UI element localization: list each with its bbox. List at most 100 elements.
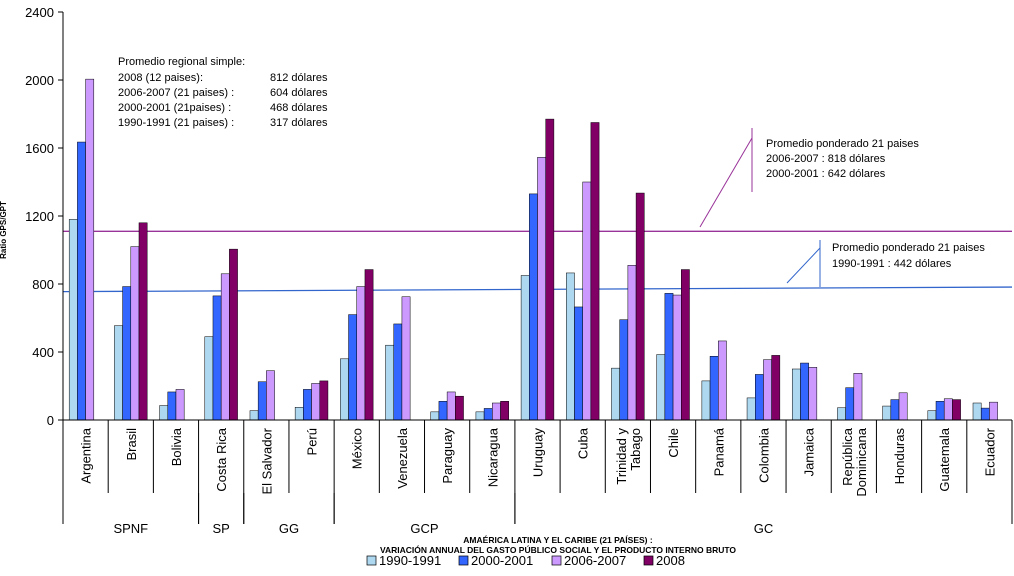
bar (927, 410, 937, 421)
category-label: Uruguay (531, 428, 546, 478)
weighted-top-line: 2000-2001 : 642 dólares (766, 168, 886, 180)
bar (167, 391, 177, 421)
legend-label: 1990-1991 (379, 553, 441, 568)
category-label-text: Perú (305, 428, 320, 455)
bar (492, 402, 501, 421)
group-label: SPNF (113, 521, 148, 536)
legend-label: 2008 (656, 553, 685, 568)
bar (114, 325, 123, 421)
category-label: Ecuador (982, 427, 997, 476)
category-label-text: Argentina (79, 427, 94, 483)
bar (590, 122, 600, 421)
bar (340, 358, 349, 421)
category-label: Argentina (79, 427, 94, 483)
bar (755, 374, 764, 421)
legend-swatch (551, 555, 562, 566)
bar (483, 408, 493, 421)
bar (266, 370, 275, 421)
legend-swatch (458, 555, 469, 566)
category-label-text: El Salvador (259, 427, 274, 494)
y-tick-label: 800 (32, 277, 54, 292)
bar (611, 367, 620, 421)
bar (348, 314, 357, 421)
bar (681, 269, 690, 421)
category-label: Jamaica (802, 427, 817, 476)
bar (393, 323, 403, 421)
category-label-text: Trinidad yTabago (614, 428, 643, 485)
category-label-text: Uruguay (531, 428, 546, 478)
bar (989, 401, 998, 421)
weighted-top-line: Promedio ponderado 21 paises (766, 138, 919, 150)
group-label: GC (754, 521, 774, 536)
weighted-average-note-bottom: Promedio ponderado 21 paises 1990-1991 :… (786, 240, 985, 287)
bar (130, 246, 140, 421)
category-label: México (350, 428, 365, 469)
bar (791, 368, 801, 421)
category-label-text: RepúblicaDominicana (840, 427, 869, 496)
bar (545, 118, 555, 421)
bar (582, 181, 592, 421)
y-axis-label: Ratio GPS/GPT (0, 201, 8, 259)
bar (68, 219, 78, 421)
bar (701, 380, 711, 421)
bar (438, 401, 448, 421)
group-label: SP (213, 521, 230, 536)
regional-row-label: 2006-2007 (21 paises) : (118, 87, 234, 99)
bar (294, 407, 304, 421)
regional-row-label: 2008 (12 paises): (118, 72, 203, 84)
bar (935, 401, 945, 421)
y-tick-label: 2400 (25, 5, 54, 20)
regional-row-label: 2000-2001 (21paises) : (118, 102, 231, 114)
bar (249, 410, 259, 421)
bar (619, 319, 629, 421)
weighted-bottom-line: 1990-1991 : 442 dólares (832, 258, 952, 270)
category-label: Cuba (576, 427, 591, 459)
legend: 1990-1991 2000-2001 2006-2007 2008 (366, 553, 685, 568)
bar (319, 380, 329, 421)
category-label-text: Brasil (124, 428, 139, 461)
category-label-text: Colombia (757, 427, 772, 483)
y-tick-label: 400 (32, 345, 54, 360)
regional-row-value: 604 dólares (270, 87, 328, 99)
legend-swatch (643, 555, 654, 566)
group-labels: SPNF SP GG GCP GC (62, 493, 1013, 536)
category-label: Guatemala (937, 427, 952, 491)
bar (709, 356, 719, 421)
bar (808, 367, 818, 421)
bar (853, 373, 863, 421)
category-label: Colombia (757, 427, 772, 483)
bar (972, 402, 982, 421)
category-label-text: Jamaica (802, 427, 817, 476)
category-label-text: Cuba (576, 427, 591, 459)
category-label-text: Nicaragua (485, 427, 500, 487)
category-label-text: Costa Rica (214, 427, 229, 491)
bar (718, 340, 727, 421)
category-label: Panamá (711, 427, 726, 476)
annotation-pointer (786, 247, 821, 284)
weighted-top-line: 2006-2007 : 818 dólares (766, 153, 886, 165)
bar (311, 383, 320, 421)
category-label: Bolivia (169, 427, 184, 466)
y-tick-label: 2000 (25, 73, 54, 88)
bar (356, 286, 366, 421)
bar (446, 391, 456, 421)
regional-row-label: 1990-1991 (21 paises) : (118, 117, 234, 129)
axes: Ratio GPS/GPT (0, 11, 1013, 493)
bar (763, 359, 772, 421)
bar (520, 275, 530, 421)
bar (175, 389, 185, 421)
bar (574, 306, 583, 421)
category-label-text: Ecuador (982, 427, 997, 476)
bar (229, 248, 238, 421)
bar (430, 411, 440, 421)
bar (627, 265, 637, 421)
bar (138, 222, 148, 421)
caption-line-2: VARIACIÓN ANNUAL DEL GASTO PÚBLICO SOCIA… (380, 544, 736, 555)
weighted-bottom-line: Promedio ponderado 21 paises (832, 242, 985, 254)
category-label: Costa Rica (214, 427, 229, 491)
category-label-text: Venezuela (395, 427, 410, 488)
y-tick-label: 1600 (25, 141, 54, 156)
bar (746, 397, 756, 421)
bar (537, 157, 546, 421)
